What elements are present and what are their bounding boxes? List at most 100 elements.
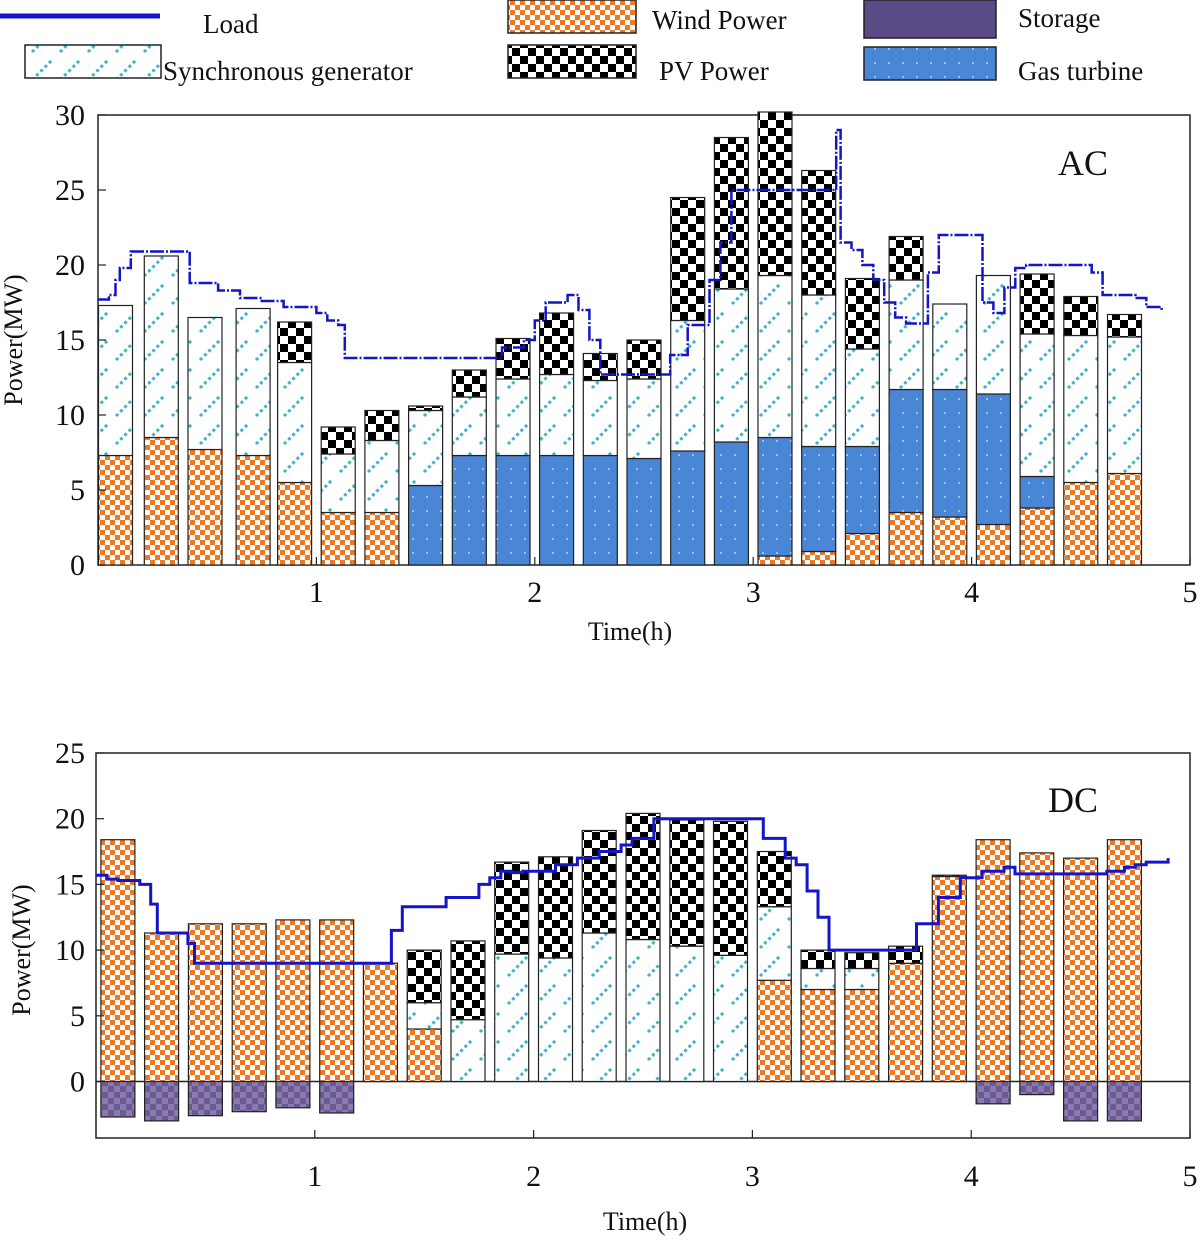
dc-bar-pv-power bbox=[712, 820, 749, 956]
ac-bar-pv-power bbox=[1063, 295, 1099, 337]
dc-bar-pv-power bbox=[844, 952, 880, 970]
ac-bar-synchronous-generator bbox=[277, 361, 313, 484]
ac-bar-pv-power bbox=[888, 235, 924, 281]
dc-y-tick-label: 0 bbox=[70, 1065, 85, 1098]
dc-bar-storage bbox=[319, 1080, 355, 1114]
ac-bar-gas-turbine bbox=[801, 445, 837, 553]
legend-swatch-gas-turbine bbox=[863, 46, 997, 81]
ac-x-tick-label: 2 bbox=[527, 576, 542, 609]
ac-bar-synchronous-generator bbox=[801, 294, 837, 448]
ac-y-tick-label: 15 bbox=[55, 324, 85, 357]
ac-x-tick-label: 1 bbox=[309, 576, 324, 609]
ac-bar-wind-power bbox=[97, 454, 134, 566]
ac-x-tick-label: 4 bbox=[964, 576, 979, 609]
ac-bar-wind-power bbox=[757, 555, 793, 566]
legend: Load Synchronous generator Wind Power PV… bbox=[0, 0, 1143, 86]
dc-bar-synchronous-generator bbox=[581, 932, 617, 1083]
ac-bar-synchronous-generator bbox=[1063, 334, 1099, 484]
dc-bar-pv-power bbox=[581, 829, 617, 934]
ac-bar-synchronous-generator bbox=[187, 316, 223, 451]
ac-bar-synchronous-generator bbox=[235, 307, 271, 457]
dc-bar-wind-power bbox=[1106, 839, 1143, 1083]
legend-label-storage: Storage bbox=[1018, 3, 1100, 33]
ac-bar-wind-power bbox=[364, 511, 400, 566]
dc-x-tick-label: 3 bbox=[745, 1160, 760, 1193]
legend-item-load[interactable]: Load bbox=[0, 9, 259, 39]
dc-bar-synchronous-generator bbox=[537, 957, 574, 1083]
legend-item-storage[interactable]: Storage bbox=[863, 0, 1100, 39]
ac-bar-pv-power bbox=[757, 111, 793, 277]
ac-x-axis-label: Time(h) bbox=[588, 617, 672, 646]
dc-bar-synchronous-generator bbox=[756, 906, 792, 981]
dc-bar-wind-power bbox=[756, 979, 792, 1083]
ac-bar-gas-turbine bbox=[713, 441, 750, 566]
dc-bar-wind-power bbox=[1062, 857, 1099, 1083]
ac-bar-pv-power bbox=[1106, 313, 1143, 338]
legend-item-synchronous-generator[interactable]: Synchronous generator bbox=[24, 44, 413, 86]
ac-bar-synchronous-generator bbox=[932, 303, 968, 391]
legend-swatch-synchronous-generator bbox=[24, 44, 162, 79]
ac-bar-gas-turbine bbox=[408, 484, 444, 566]
dc-bar-synchronous-generator bbox=[494, 953, 530, 1083]
ac-bar-gas-turbine bbox=[1019, 475, 1055, 509]
ac-y-tick-label: 5 bbox=[70, 474, 85, 507]
dc-panel-label: DC bbox=[1048, 780, 1098, 820]
ac-bar-wind-power bbox=[888, 511, 924, 566]
dc-bar-storage bbox=[275, 1080, 311, 1109]
ac-bars bbox=[97, 111, 1143, 566]
dc-bar-synchronous-generator bbox=[669, 945, 705, 1083]
legend-label-load: Load bbox=[203, 9, 259, 39]
dc-plot-frame bbox=[95, 752, 1191, 1139]
dc-bar-wind-power bbox=[975, 839, 1011, 1083]
ac-y-axis-label: Power(MW) bbox=[0, 274, 28, 405]
dc-y-tick-label: 10 bbox=[55, 934, 85, 967]
dc-bar-wind-power bbox=[144, 932, 180, 1083]
dc-x-tick-label: 2 bbox=[526, 1160, 541, 1193]
legend-item-pv-power[interactable]: PV Power bbox=[507, 44, 769, 86]
ac-bar-synchronous-generator bbox=[495, 378, 531, 457]
dc-bar-wind-power bbox=[362, 962, 398, 1083]
legend-item-wind-power[interactable]: Wind Power bbox=[507, 0, 787, 35]
ac-y-tick-label: 20 bbox=[55, 249, 85, 282]
legend-swatch-storage bbox=[863, 0, 997, 39]
legend-label-pv-power: PV Power bbox=[659, 56, 769, 86]
ac-bar-wind-power bbox=[320, 511, 356, 566]
ac-bar-gas-turbine bbox=[975, 393, 1012, 526]
ac-bar-gas-turbine bbox=[626, 457, 662, 566]
ac-bar-synchronous-generator bbox=[582, 379, 618, 457]
ac-bar-wind-power bbox=[975, 523, 1012, 566]
ac-bar-gas-turbine bbox=[888, 388, 924, 514]
dc-bar-storage bbox=[975, 1080, 1011, 1105]
dc-bar-pv-power bbox=[537, 856, 574, 959]
dc-x-tick-label: 1 bbox=[307, 1160, 322, 1193]
dc-y-tick-label: 15 bbox=[55, 868, 85, 901]
ac-x-tick-label: 3 bbox=[746, 576, 761, 609]
ac-bar-pv-power bbox=[844, 277, 881, 350]
dc-bar-wind-power bbox=[406, 1028, 442, 1083]
dc-bars bbox=[100, 812, 1143, 1122]
ac-bar-wind-power bbox=[844, 532, 881, 566]
dc-y-tick-label: 20 bbox=[55, 803, 85, 836]
ac-bar-synchronous-generator bbox=[538, 373, 575, 457]
dc-bar-pv-power bbox=[406, 949, 442, 1004]
ac-y-tick-label: 0 bbox=[70, 549, 85, 582]
dc-bar-pv-power bbox=[756, 850, 792, 908]
ac-bar-wind-power bbox=[1063, 481, 1099, 566]
dc-y-tick-label: 25 bbox=[55, 737, 85, 770]
ac-bar-synchronous-generator bbox=[844, 348, 881, 448]
dc-bar-pv-power bbox=[800, 949, 836, 970]
dc-bar-storage bbox=[187, 1080, 223, 1117]
ac-bar-wind-power bbox=[932, 516, 968, 566]
ac-bar-wind-power bbox=[235, 454, 271, 566]
dc-bar-synchronous-generator bbox=[406, 1002, 442, 1030]
dc-axis-ticks: 1 2 3 4 5 0 5 10 15 20 25 bbox=[55, 737, 1198, 1193]
ac-bar-gas-turbine bbox=[670, 450, 706, 566]
ac-bar-wind-power bbox=[187, 448, 223, 566]
dc-y-axis-label: Power(MW) bbox=[7, 884, 36, 1015]
dc-bar-wind-power bbox=[887, 962, 924, 1083]
legend-item-gas-turbine[interactable]: Gas turbine bbox=[863, 46, 1143, 86]
ac-bar-synchronous-generator bbox=[670, 319, 706, 452]
ac-bar-synchronous-generator bbox=[713, 288, 750, 443]
dc-bar-pv-power bbox=[931, 874, 967, 878]
ac-bar-pv-power bbox=[670, 196, 706, 322]
